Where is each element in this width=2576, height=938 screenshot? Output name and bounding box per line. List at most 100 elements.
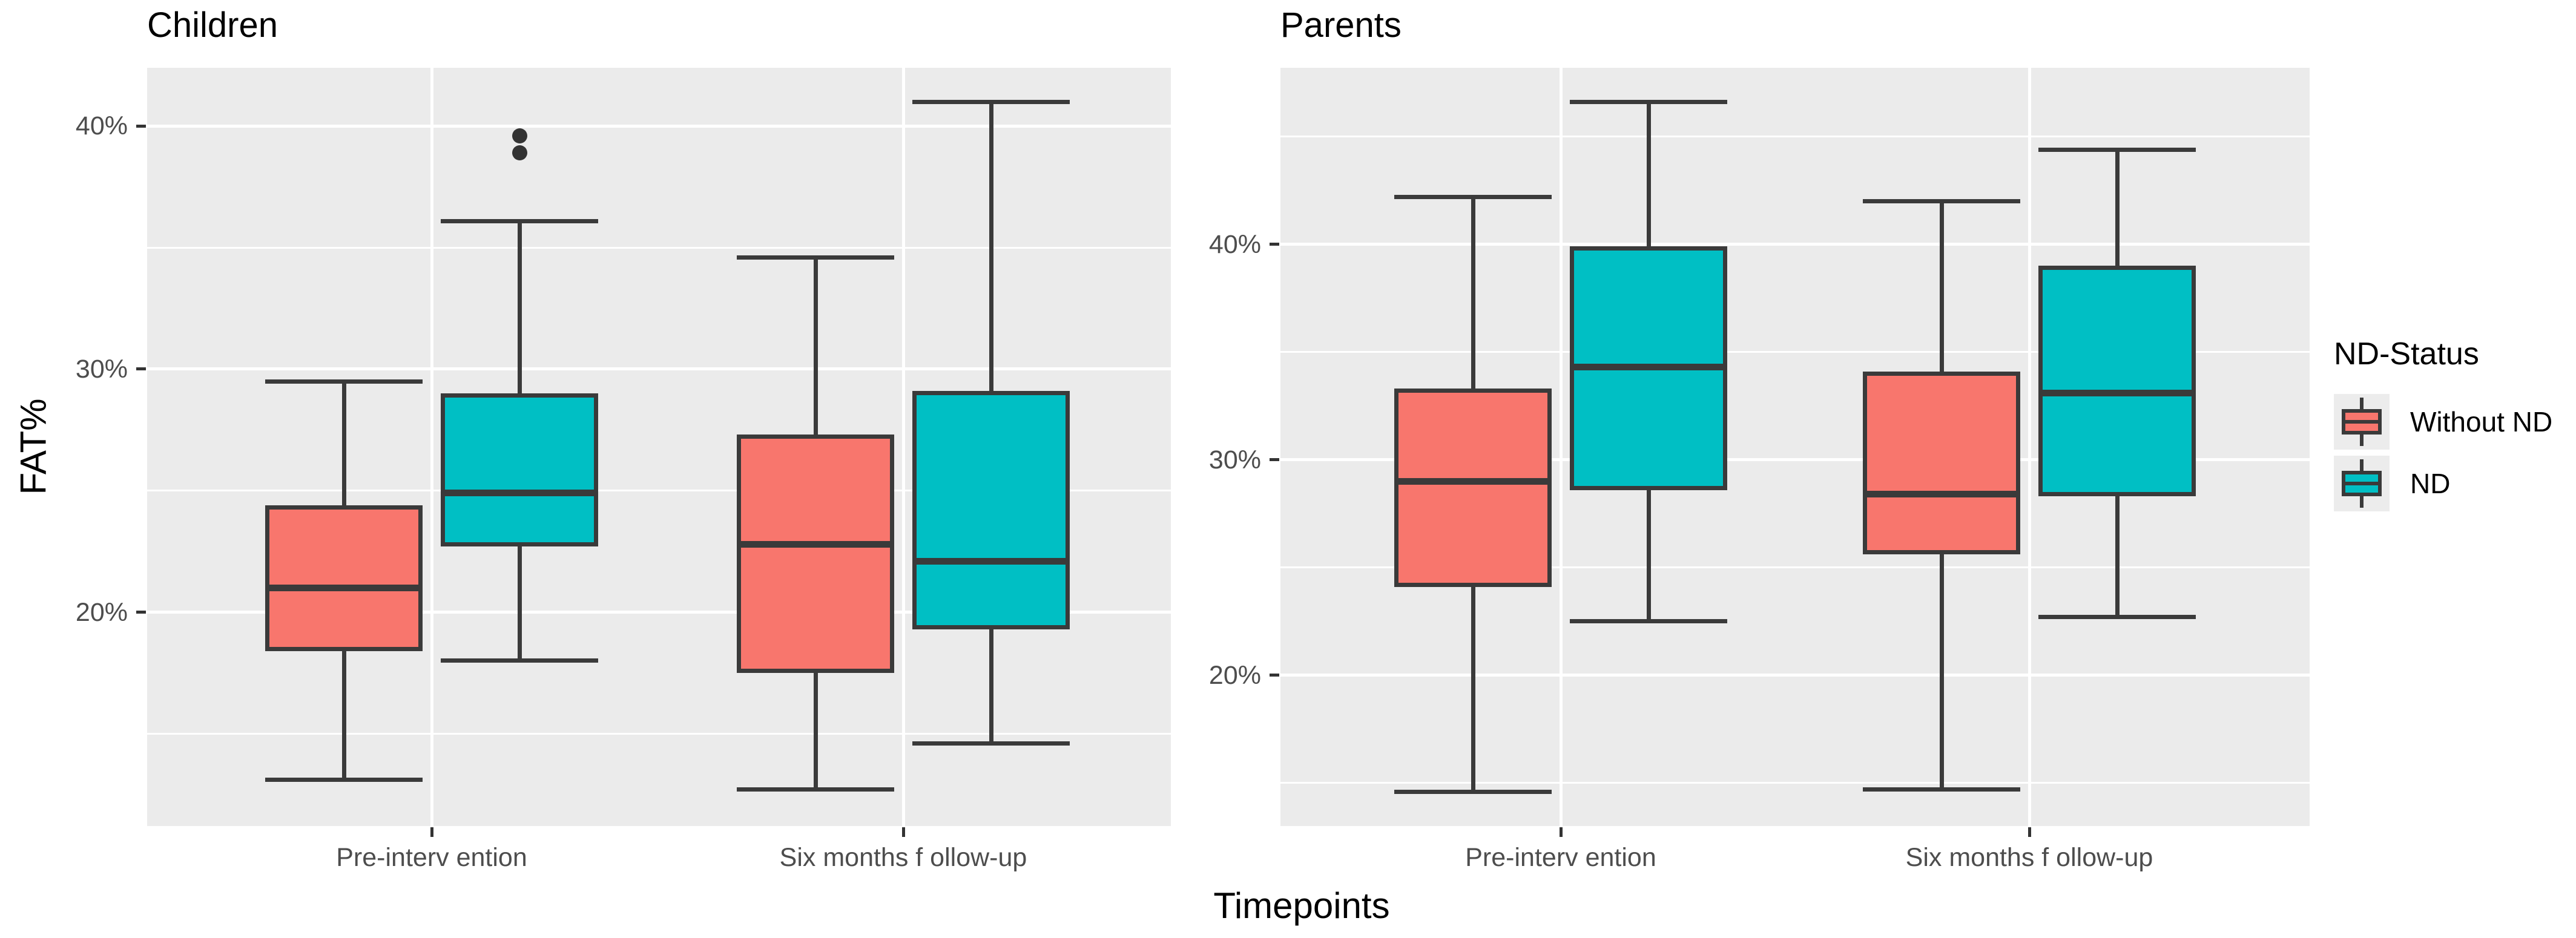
whisker-upper: [2115, 149, 2120, 266]
whisker-cap-upper: [1570, 100, 1727, 105]
gridline-major: [147, 367, 1171, 371]
gridline-vertical: [2028, 68, 2031, 826]
whisker-upper: [1939, 201, 1944, 372]
whisker-lower: [813, 672, 818, 790]
legend-item-without-nd: Without ND: [2334, 394, 2552, 450]
whisker-lower: [1471, 586, 1475, 792]
boxplot-box: [265, 505, 423, 651]
whisker-cap-upper: [1394, 195, 1552, 200]
outlier-dot: [512, 145, 527, 161]
median-line: [1570, 364, 1727, 371]
x-tick-label: Six months f ollow-up: [1905, 843, 2153, 872]
y-tick-mark: [136, 124, 146, 128]
boxplot-box: [2038, 266, 2196, 497]
outlier-dot: [512, 128, 527, 143]
facet-title-children: Children: [147, 5, 278, 45]
whisker-upper: [517, 221, 522, 394]
x-tick-mark: [1559, 827, 1563, 837]
boxplot-box: [912, 391, 1070, 629]
gridline-minor: [1280, 566, 2310, 569]
legend-label: Without ND: [2410, 406, 2553, 438]
whisker-cap-upper: [1863, 199, 2020, 204]
whisker-lower: [517, 546, 522, 661]
whisker-upper: [1646, 102, 1651, 247]
y-tick-label: 40%: [75, 111, 128, 141]
gridline-major: [1280, 243, 2310, 246]
y-tick-label: 40%: [1208, 229, 1261, 259]
median-line: [737, 540, 894, 548]
x-tick-label: Six months f ollow-up: [779, 843, 1027, 872]
whisker-cap-lower: [1570, 619, 1727, 624]
boxplot-box: [1863, 371, 2020, 555]
whisker-lower: [1646, 490, 1651, 622]
median-line: [265, 584, 423, 591]
gridline-vertical: [901, 68, 905, 826]
gridline-minor: [1280, 351, 2310, 353]
x-tick-mark: [430, 827, 433, 837]
boxplot-box: [1394, 389, 1552, 587]
y-axis-title: FAT%: [13, 398, 54, 495]
x-tick-label: Pre-interv ention: [336, 843, 527, 872]
y-tick-label: 30%: [1208, 445, 1261, 474]
whisker-cap-lower: [737, 787, 894, 792]
whisker-lower: [989, 629, 993, 744]
y-tick-label: 30%: [75, 354, 128, 384]
median-line: [1863, 491, 2020, 498]
key-median-icon: [2342, 482, 2382, 485]
legend-item-nd: ND: [2334, 456, 2552, 511]
gridline-minor: [147, 246, 1171, 249]
median-line: [2038, 390, 2196, 396]
whisker-cap-lower: [1394, 789, 1552, 794]
x-tick-mark: [2028, 827, 2031, 837]
gridline-minor: [1280, 136, 2310, 138]
gridline-vertical: [430, 68, 433, 826]
whisker-upper: [1471, 197, 1475, 389]
whisker-cap-upper: [912, 99, 1070, 104]
whisker-cap-lower: [912, 741, 1070, 746]
whisker-cap-lower: [1863, 787, 2020, 792]
gridline-major: [1280, 674, 2310, 677]
x-tick-label: Pre-interv ention: [1465, 843, 1656, 872]
gridline-minor: [1280, 782, 2310, 784]
legend: ND-Status Without ND ND: [2334, 336, 2552, 517]
median-line: [441, 490, 598, 497]
y-tick-mark: [1270, 674, 1279, 677]
gridline-major: [1280, 458, 2310, 462]
gridline-major: [147, 124, 1171, 128]
boxplot-key-icon: [2334, 394, 2390, 450]
y-tick-mark: [136, 367, 146, 371]
median-line: [912, 557, 1070, 565]
whisker-lower: [341, 651, 346, 780]
y-tick-mark: [136, 611, 146, 614]
y-tick-label: 20%: [75, 597, 128, 627]
key-median-icon: [2342, 420, 2382, 424]
x-tick-mark: [901, 827, 905, 837]
boxplot-box: [737, 435, 894, 673]
whisker-cap-upper: [441, 218, 598, 223]
y-tick-mark: [1270, 458, 1279, 462]
boxplot-box: [441, 393, 598, 547]
gridline-vertical: [1559, 68, 1563, 826]
facet-title-parents: Parents: [1280, 5, 1402, 45]
median-line: [1394, 477, 1552, 485]
y-tick-mark: [1270, 243, 1279, 246]
whisker-cap-lower: [441, 658, 598, 663]
whisker-cap-upper: [737, 255, 894, 260]
boxplot-key-icon: [2334, 456, 2390, 511]
x-axis-title: Timepoints: [1213, 885, 1390, 926]
whisker-upper: [341, 381, 346, 505]
legend-label: ND: [2410, 468, 2451, 499]
gridline-major: [147, 611, 1171, 614]
whisker-cap-lower: [2038, 615, 2196, 620]
whisker-cap-upper: [2038, 147, 2196, 152]
whisker-cap-lower: [265, 778, 423, 782]
whisker-upper: [813, 257, 818, 435]
whisker-cap-upper: [265, 379, 423, 384]
whisker-lower: [2115, 496, 2120, 617]
gridline-minor: [147, 732, 1171, 735]
whisker-lower: [1939, 554, 1944, 790]
whisker-upper: [989, 102, 993, 392]
y-tick-label: 20%: [1208, 660, 1261, 690]
legend-title: ND-Status: [2334, 336, 2479, 372]
